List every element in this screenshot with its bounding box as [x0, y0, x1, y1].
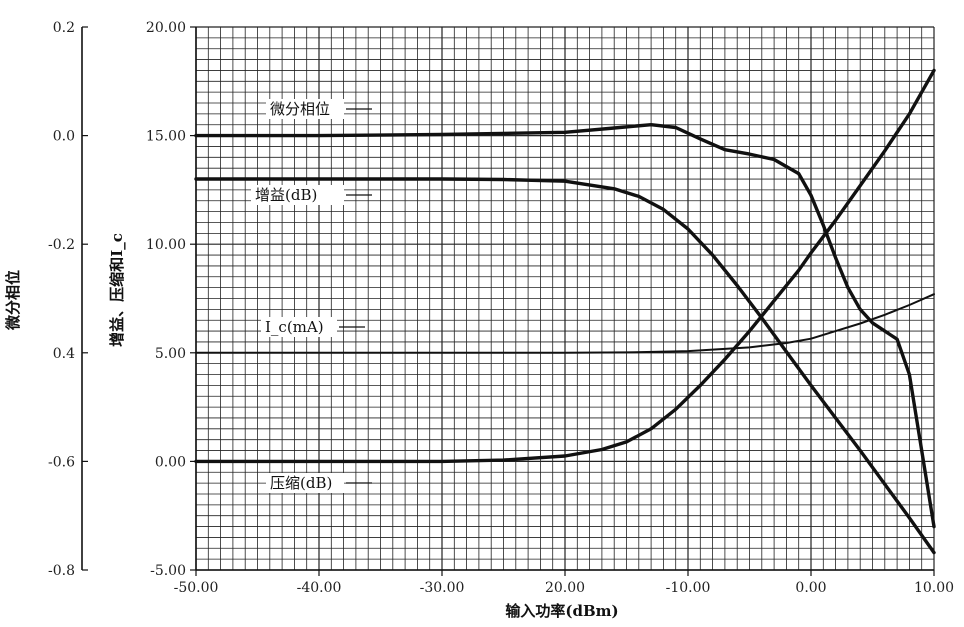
y-tick-label: 5.00 [155, 346, 186, 362]
x-tick-label: 10.00 [914, 580, 954, 596]
series-line-1 [194, 177, 936, 555]
series-label-1: 增益(dB) [255, 186, 317, 204]
y-tick-label: 0.00 [155, 454, 186, 470]
left-tick-label: 0.0 [53, 129, 75, 145]
series-lines [194, 68, 936, 555]
series-line-3 [194, 68, 936, 464]
x-axis-title: 输入功率(dBm) [505, 602, 618, 620]
y-tick-label: -5.00 [150, 563, 186, 579]
left-tick-label: 0.2 [53, 20, 75, 36]
series-line-2 [195, 293, 935, 354]
x-tick-label: 20.00 [545, 580, 585, 596]
x-tick-label: -50.00 [174, 580, 219, 596]
x-tick-label: -40.00 [297, 580, 342, 596]
left-tick-label: -0.8 [48, 563, 75, 579]
series-label-3: 压缩(dB) [270, 474, 332, 492]
x-tick-label: -30.00 [420, 580, 465, 596]
y-tick-label: 20.00 [146, 20, 186, 36]
series-label-bg [266, 99, 344, 119]
x-tick-label: -10.00 [666, 580, 711, 596]
series-label-0: 微分相位 [270, 100, 330, 118]
y-tick-label: 15.00 [146, 129, 186, 145]
left-axis-title: 微分相位 [4, 270, 22, 331]
series-label-bg [251, 185, 344, 205]
series-line-0 [194, 122, 936, 529]
y-tick-label: 10.00 [146, 237, 186, 253]
left-tick-label: 0.4 [53, 346, 75, 362]
series-label-2: I_c(mA) [265, 318, 324, 336]
left-tick-label: -0.6 [48, 454, 75, 470]
right-axis-title: 增益、压缩和I_c [108, 233, 126, 347]
tick-labels: -50.00 -40.00 -30.00 20.00 -10.00 0.00 10.00 -5… [48, 20, 954, 596]
series-label-bg [266, 473, 344, 493]
series-label-bg [261, 317, 337, 337]
left-tick-label: -0.2 [48, 237, 75, 253]
x-tick-label: 0.00 [795, 580, 826, 596]
